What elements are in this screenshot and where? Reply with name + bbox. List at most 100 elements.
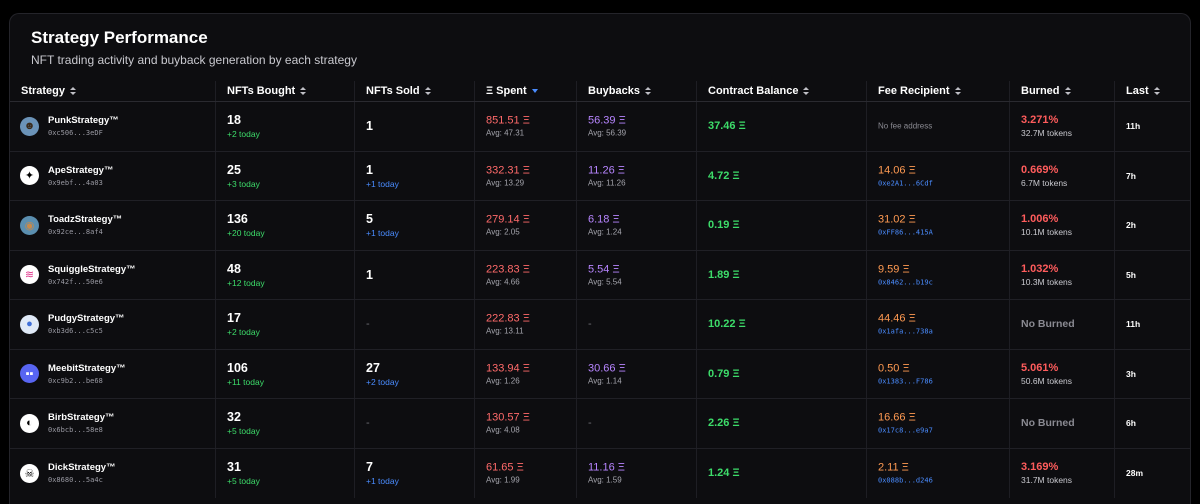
table-row[interactable]: ● PudgyStrategy™ 0xb3d6...c5c5 17 +2 today - 2… bbox=[10, 300, 1190, 350]
cell-spent: 222.83 Ξ Avg: 13.11 bbox=[474, 300, 576, 349]
cell-last: 7h bbox=[1114, 151, 1190, 200]
buyback-average: Avg: 5.54 bbox=[588, 277, 622, 287]
eth-spent-value: 332.31 Ξ bbox=[486, 164, 530, 177]
cell-last: 11h bbox=[1114, 102, 1190, 151]
sort-down-icon bbox=[1153, 91, 1160, 95]
strategy-address[interactable]: 0x6bcb...58e8 bbox=[48, 426, 103, 435]
nfts-sold-value: 7 bbox=[366, 460, 373, 475]
sort-icon[interactable] bbox=[300, 87, 307, 95]
fee-recipient-address[interactable]: 0xe2A1...6Cdf bbox=[878, 179, 933, 188]
sort-icon[interactable] bbox=[1064, 87, 1071, 95]
column-header-balance[interactable]: Contract Balance bbox=[696, 81, 866, 101]
sort-up-icon bbox=[803, 87, 810, 91]
strategy-address[interactable]: 0x9ebf...4a03 bbox=[48, 178, 103, 187]
sold-today: +2 today bbox=[366, 376, 399, 387]
toadz-avatar-icon: ◉ bbox=[20, 215, 39, 235]
sort-up-icon bbox=[70, 87, 77, 91]
fee-recipient-address[interactable]: 0x17c8...e9a7 bbox=[878, 426, 933, 435]
cell-strategy: ● PudgyStrategy™ 0xb3d6...c5c5 bbox=[10, 300, 215, 349]
buyback-value: 6.18 Ξ bbox=[588, 213, 620, 226]
strategy-info: DickStrategy™ 0x8680...5a4c bbox=[48, 462, 116, 484]
table-row[interactable]: ☻ PunkStrategy™ 0xc506...3eDF 18 +2 today 1 85… bbox=[10, 102, 1190, 152]
column-header-label: Buybacks bbox=[588, 85, 640, 97]
cell-balance: 0.19 Ξ bbox=[696, 201, 866, 250]
strategy-address[interactable]: 0x8680...5a4c bbox=[48, 476, 103, 485]
sort-icon[interactable] bbox=[954, 87, 961, 95]
table-row[interactable]: ◉ ToadzStrategy™ 0x92ce...8af4 136 +20 today… bbox=[10, 201, 1190, 251]
strategy-name[interactable]: SquiggleStrategy™ bbox=[48, 263, 136, 275]
fee-recipient-value: 9.59 Ξ bbox=[878, 263, 910, 276]
cell-sold: 27 +2 today bbox=[354, 349, 474, 398]
last-activity: 11h bbox=[1126, 121, 1141, 132]
column-header-spent[interactable]: Ξ Spent bbox=[474, 81, 576, 101]
last-activity: 7h bbox=[1126, 170, 1136, 181]
cell-spent: 851.51 Ξ Avg: 47.31 bbox=[474, 102, 576, 151]
column-header-buyback[interactable]: Buybacks bbox=[576, 81, 696, 101]
sort-down-icon bbox=[70, 91, 77, 95]
sold-stack: 5 +1 today bbox=[366, 212, 399, 238]
cell-fee: 0.50 Ξ 0x1383...F786 bbox=[866, 349, 1009, 398]
table-row[interactable]: ▪▪ MeebitStrategy™ 0xc9b2...be68 106 +11 tod… bbox=[10, 349, 1190, 399]
nfts-sold-value: 27 bbox=[366, 360, 380, 375]
fee-recipient-address[interactable]: 0x088b...d246 bbox=[878, 476, 933, 485]
strategy-name[interactable]: PudgyStrategy™ bbox=[48, 313, 125, 325]
bought-today: +5 today bbox=[227, 476, 260, 487]
sort-icon[interactable] bbox=[803, 87, 810, 95]
fee-recipient-address[interactable]: 0x8462...b19c bbox=[878, 278, 933, 287]
fee-stack: 16.66 Ξ 0x17c8...e9a7 bbox=[878, 412, 933, 435]
column-header-sold[interactable]: NFTs Sold bbox=[354, 81, 474, 101]
buyback-stack: 6.18 Ξ Avg: 1.24 bbox=[588, 214, 622, 237]
buyback-value: 5.54 Ξ bbox=[588, 263, 620, 276]
strategy-name[interactable]: BirbStrategy™ bbox=[48, 412, 115, 424]
fee-recipient-value: 31.02 Ξ bbox=[878, 213, 916, 226]
column-header-fee[interactable]: Fee Recipient bbox=[866, 81, 1009, 101]
strategy-name[interactable]: ToadzStrategy™ bbox=[48, 214, 123, 226]
sort-icon[interactable] bbox=[644, 87, 651, 95]
cell-buyback: - bbox=[576, 399, 696, 448]
cell-buyback: 11.26 Ξ Avg: 11.26 bbox=[576, 151, 696, 200]
strategy-name[interactable]: ApeStrategy™ bbox=[48, 164, 114, 176]
column-header-last[interactable]: Last bbox=[1114, 81, 1190, 101]
fee-recipient-address[interactable]: 0xFF86...415A bbox=[878, 228, 933, 237]
burned-stack: 3.169% 31.7M tokens bbox=[1021, 461, 1072, 485]
page-subtitle: NFT trading activity and buyback generat… bbox=[31, 53, 357, 67]
spent-stack: 133.94 Ξ Avg: 1.26 bbox=[486, 362, 530, 385]
table-row[interactable]: ✦ ApeStrategy™ 0x9ebf...4a03 25 +3 today 1 +1 … bbox=[10, 151, 1190, 201]
cell-buyback: 56.39 Ξ Avg: 56.39 bbox=[576, 102, 696, 151]
cell-burned: 3.271% 32.7M tokens bbox=[1009, 102, 1114, 151]
column-header-label: NFTs Bought bbox=[227, 85, 296, 97]
strategy-address[interactable]: 0x742f...50e6 bbox=[48, 277, 103, 286]
bought-today: +5 today bbox=[227, 426, 260, 437]
buyback-average: Avg: 56.39 bbox=[588, 128, 627, 138]
fee-recipient-address[interactable]: 0x1383...F786 bbox=[878, 377, 933, 386]
strategy-name[interactable]: MeebitStrategy™ bbox=[48, 362, 126, 374]
strategy-address[interactable]: 0xc9b2...be68 bbox=[48, 376, 103, 385]
strategy-name[interactable]: PunkStrategy™ bbox=[48, 115, 119, 127]
sort-icon[interactable] bbox=[70, 87, 77, 95]
burned-tokens: 50.6M tokens bbox=[1021, 375, 1073, 386]
sort-desc-icon[interactable] bbox=[531, 89, 538, 93]
strategy-name[interactable]: DickStrategy™ bbox=[48, 462, 116, 474]
strategy-address[interactable]: 0xb3d6...c5c5 bbox=[48, 327, 103, 336]
burned-stack: 3.271% 32.7M tokens bbox=[1021, 114, 1072, 138]
table-row[interactable]: ≋ SquiggleStrategy™ 0x742f...50e6 48 +12 tod… bbox=[10, 250, 1190, 300]
cell-fee: 31.02 Ξ 0xFF86...415A bbox=[866, 201, 1009, 250]
table-row[interactable]: ◐ BirbStrategy™ 0x6bcb...58e8 32 +5 today - 13… bbox=[10, 399, 1190, 449]
column-header-burned[interactable]: Burned bbox=[1009, 81, 1114, 101]
balance-stack: 0.79 Ξ bbox=[708, 368, 740, 380]
cell-balance: 4.72 Ξ bbox=[696, 151, 866, 200]
buyback-stack: 5.54 Ξ Avg: 5.54 bbox=[588, 263, 622, 286]
column-header-strategy[interactable]: Strategy bbox=[10, 81, 215, 101]
strategy-address[interactable]: 0xc506...3eDF bbox=[48, 129, 103, 138]
sort-icon[interactable] bbox=[1153, 87, 1160, 95]
spent-average: Avg: 1.99 bbox=[486, 475, 520, 485]
fee-recipient-address[interactable]: 0x1afa...738a bbox=[878, 327, 933, 336]
sort-icon[interactable] bbox=[424, 87, 431, 95]
column-header-bought[interactable]: NFTs Bought bbox=[215, 81, 354, 101]
table-row[interactable]: ☠ DickStrategy™ 0x8680...5a4c 31 +5 today 7 +1… bbox=[10, 448, 1190, 498]
cell-strategy: ☻ PunkStrategy™ 0xc506...3eDF bbox=[10, 102, 215, 151]
nfts-bought-value: 32 bbox=[227, 410, 241, 425]
strategy-info: SquiggleStrategy™ 0x742f...50e6 bbox=[48, 264, 136, 286]
cell-buyback: 5.54 Ξ Avg: 5.54 bbox=[576, 250, 696, 299]
strategy-address[interactable]: 0x92ce...8af4 bbox=[48, 228, 103, 237]
